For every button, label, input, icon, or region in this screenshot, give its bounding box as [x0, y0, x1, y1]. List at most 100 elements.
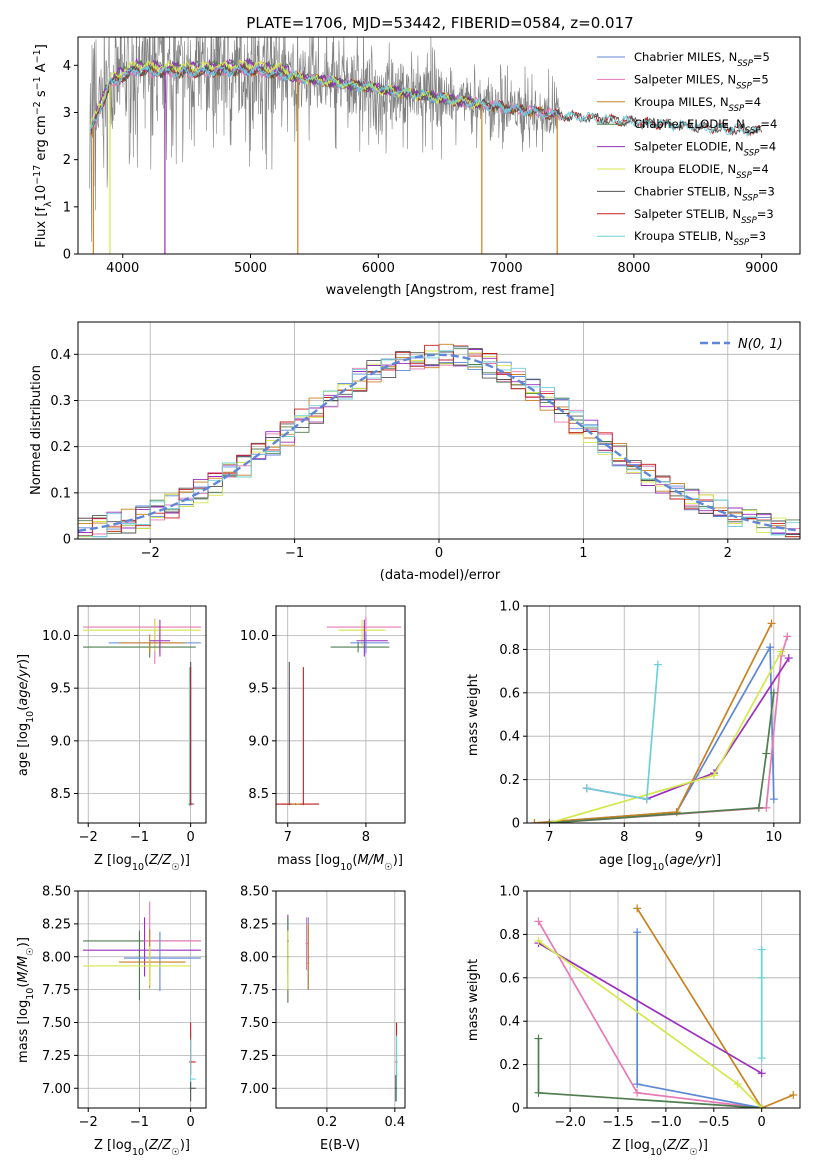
y-tick-label: 0 — [512, 817, 520, 832]
legend-text: Chabrier ELODIE, N — [634, 117, 745, 131]
x-tick-label: −1.5 — [602, 1115, 634, 1130]
y-tick-label: 0.2 — [499, 1058, 520, 1073]
mass_vs_Z-frame: −2 −1 0 7.00 7.25 7.50 7.75 8.00 8.25 8.50 — [42, 885, 207, 1130]
y-tick-label: 8.5 — [248, 787, 269, 802]
x-tick-label: 0 — [186, 830, 194, 845]
x-tick-label: 0 — [758, 1115, 766, 1130]
mass-weight-line — [549, 651, 783, 823]
mass-weight-line — [538, 940, 763, 1108]
label-part: )] — [711, 853, 721, 868]
y-tick-label: 8.50 — [42, 885, 71, 900]
y-tick-label: 0.3 — [50, 394, 71, 409]
x-tick-label: −1 — [130, 1115, 149, 1130]
x-tick-label: 6000 — [362, 261, 395, 276]
label-part: )] — [698, 1138, 708, 1153]
label-part: )] — [16, 654, 31, 664]
x-tick-label: 4000 — [106, 261, 139, 276]
model-spectrum-line — [90, 57, 481, 130]
legend-label: Kroupa STELIB, NSSP=3 — [634, 229, 766, 248]
weight-z-x-axis-label: Z [log10(Z/Z☉)] — [612, 1138, 708, 1158]
data-spectrum-line — [89, 37, 561, 242]
legend-text: Chabrier STELIB, N — [634, 184, 742, 198]
y-tick-label: 0.6 — [499, 971, 520, 986]
x-tick-label: 0 — [435, 546, 443, 561]
label-part: Z/Z — [666, 1138, 690, 1153]
legend-subscript: SSP — [742, 193, 758, 203]
label-part: ] — [34, 44, 49, 49]
legend-subscript: SSP — [741, 216, 757, 226]
age_vs_mass-frame: 7 8 8.5 9.0 9.5 10.0 — [240, 605, 406, 845]
y-tick-label: 0.2 — [499, 773, 520, 788]
mass-z-x-axis-label: Z [log10(Z/Z☉)] — [94, 1138, 190, 1158]
legend-subscript: SSP — [744, 149, 760, 159]
label-part: 10 — [132, 1147, 144, 1158]
legend-label: Chabrier ELODIE, NSSP=4 — [634, 117, 777, 136]
x-tick-label: −2.0 — [554, 1115, 586, 1130]
legend-text: Salpeter MILES, N — [634, 72, 736, 86]
label-part: Z [log — [612, 1138, 650, 1153]
label-part: mass [log — [16, 1000, 31, 1063]
label-part: age/yr — [16, 662, 31, 705]
legend-text: Kroupa MILES, N — [634, 95, 729, 109]
x-tick-label: 8 — [362, 830, 370, 845]
legend-subscript: SSP — [729, 104, 745, 114]
x-tick-label: 1 — [579, 546, 587, 561]
axes-frame — [526, 605, 801, 824]
label-part: λ — [43, 201, 54, 207]
mass-ebv-x-axis-label: E(B-V) — [320, 1138, 360, 1153]
massweight_vs_Z-frame: −2.0 −1.5 −1.0 −0.5 0 0 0.2 0.4 0.6 0.8 1.0 — [499, 885, 801, 1130]
label-part: ( — [664, 853, 669, 868]
mass_vs_Z-plot-area — [83, 901, 201, 1102]
axes-frame — [77, 36, 801, 255]
label-part: 10 — [34, 185, 49, 202]
legend-subscript: SSP — [734, 238, 750, 248]
legend-text: Salpeter ELODIE, N — [634, 140, 744, 154]
age_vs_mass-axes — [276, 606, 405, 823]
x-tick-label: −1 — [130, 830, 149, 845]
axes-frame — [526, 890, 801, 1109]
legend-label: Kroupa ELODIE, NSSP=4 — [634, 162, 769, 181]
y-tick-label: 9.5 — [50, 682, 71, 697]
age_vs_Z-frame: −2 −1 0 8.5 9.0 9.5 10.0 — [42, 605, 207, 845]
axes-frame — [77, 890, 207, 1109]
label-part: −1 — [32, 49, 43, 63]
age-z-y-axis-label: age [log10(age/yr)] — [16, 654, 36, 776]
x-tick-label: −2 — [79, 1115, 98, 1130]
mass-weight-line — [537, 920, 762, 1108]
residuals-frame: −2 −1 0 1 2 0 0.1 0.2 0.3 0.4 — [50, 321, 801, 561]
x-tick-label: 7 — [545, 830, 553, 845]
residuals-plot-area — [78, 343, 800, 538]
x-tick-label: 5000 — [234, 261, 267, 276]
label-part: Z/Z — [148, 1138, 172, 1153]
label-part: Flux [f — [34, 207, 49, 248]
legend-label: Salpeter MILES, NSSP=5 — [634, 72, 769, 91]
y-tick-label: 8.00 — [42, 950, 71, 965]
y-tick-label: 7.00 — [42, 1082, 71, 1097]
label-part: Z [log — [94, 1138, 132, 1153]
legend-value: =4 — [752, 162, 769, 176]
y-tick-label: 0.4 — [499, 1015, 520, 1030]
label-part: −2 — [32, 101, 43, 115]
mass-weight-line — [549, 692, 775, 823]
y-tick-label: 7.50 — [240, 1016, 269, 1031]
y-tick-label: 10.0 — [240, 629, 269, 644]
mass_vs_EBV-axes — [276, 890, 405, 1108]
y-tick-label: 0 — [63, 248, 71, 263]
y-tick-label: 7.50 — [42, 1016, 71, 1031]
label-part: mass [log — [277, 853, 340, 868]
legend-value: =4 — [760, 117, 777, 131]
label-part: erg cm — [34, 115, 49, 164]
y-tick-label: 9.0 — [50, 734, 71, 749]
x-tick-label: 10 — [766, 830, 783, 845]
y-tick-label: 8.5 — [50, 787, 71, 802]
age_vs_Z-plot-area — [83, 618, 201, 807]
age-mass-x-axis-label: mass [log10(M/M☉)] — [277, 853, 403, 873]
label-part: M/M — [357, 853, 384, 868]
mass_vs_EBV-frame: 0.2 0.4 7.00 7.25 7.50 7.75 8.00 8.25 8.50 — [240, 885, 406, 1130]
figure-title: PLATE=1706, MJD=53442, FIBERID=0584, z=0… — [246, 14, 633, 32]
x-tick-label: 7000 — [490, 261, 523, 276]
mass-weight-line — [586, 657, 790, 800]
age_vs_mass-plot-area — [276, 616, 402, 806]
label-part: )] — [180, 1138, 190, 1153]
